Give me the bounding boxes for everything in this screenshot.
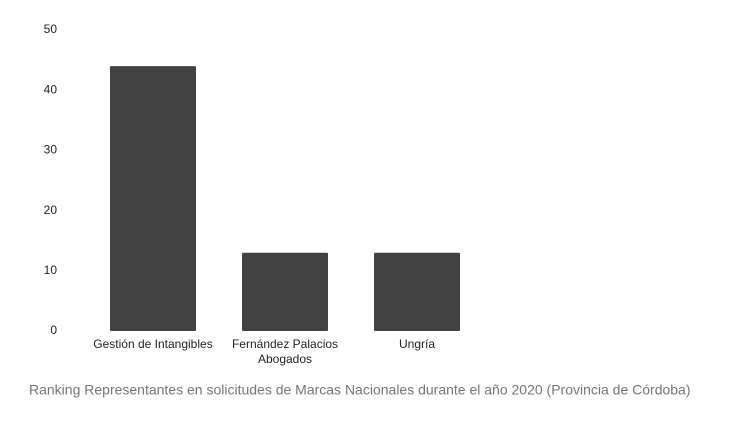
x-tick-label: Ungría xyxy=(399,337,435,351)
bar xyxy=(374,252,460,331)
y-tick-label: 20 xyxy=(44,203,58,217)
bar xyxy=(110,66,196,332)
y-tick-label: 30 xyxy=(44,143,58,157)
y-tick-label: 0 xyxy=(50,323,57,337)
x-tick-label: Fernández Palacios Abogados xyxy=(232,337,338,366)
bar xyxy=(242,252,328,331)
chart-title: Ranking Representantes en solicitudes de… xyxy=(29,382,691,398)
y-tick-label: 40 xyxy=(44,82,58,96)
y-tick-label: 50 xyxy=(44,22,58,36)
y-tick-label: 10 xyxy=(44,263,58,277)
x-tick-label: Gestión de Intangibles xyxy=(93,337,212,351)
